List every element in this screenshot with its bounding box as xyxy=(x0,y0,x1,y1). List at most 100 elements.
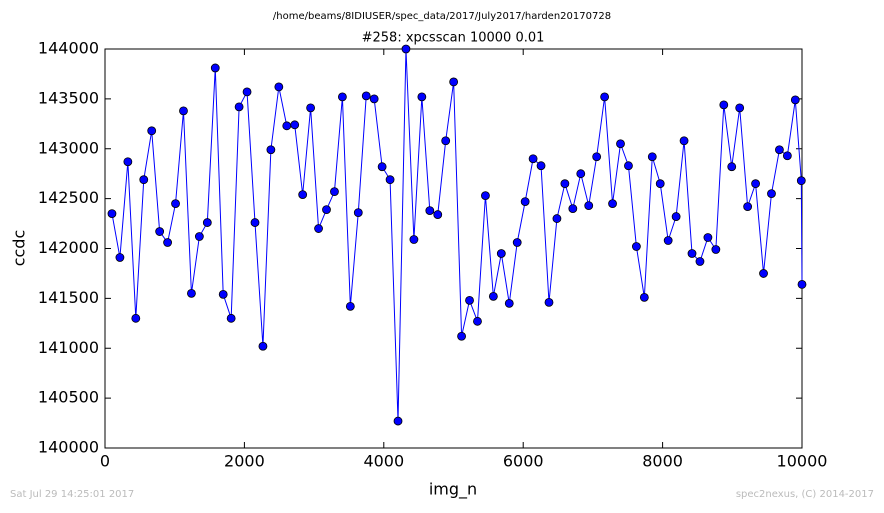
data-point xyxy=(782,151,792,161)
data-point xyxy=(306,103,316,113)
data-point xyxy=(353,208,363,217)
data-point xyxy=(496,249,506,258)
data-point xyxy=(512,238,522,247)
data-point xyxy=(488,291,498,301)
data-point xyxy=(218,289,228,299)
x-axis-label: img_n xyxy=(429,480,477,500)
data-point xyxy=(194,232,204,241)
data-point xyxy=(528,154,538,164)
x-tick-label: 8000 xyxy=(642,452,683,471)
data-point xyxy=(226,313,236,323)
data-point xyxy=(345,301,355,311)
data-point xyxy=(679,136,689,146)
y-tick-label: 142000 xyxy=(38,238,99,257)
data-point xyxy=(242,87,252,97)
data-point xyxy=(322,205,331,214)
x-tick-label: 2000 xyxy=(224,452,265,471)
data-point xyxy=(639,292,649,302)
data-point xyxy=(552,214,562,223)
data-point xyxy=(163,238,172,247)
data-point xyxy=(759,269,768,278)
data-point xyxy=(314,224,323,233)
y-tick-label: 143000 xyxy=(38,138,99,157)
data-point xyxy=(504,298,514,308)
data-point xyxy=(298,190,308,200)
y-tick-label: 142500 xyxy=(38,188,99,207)
data-point xyxy=(131,313,141,323)
data-point xyxy=(266,145,276,155)
chart-subtitle: #258: xpcsscan 10000 0.01 xyxy=(362,31,545,46)
data-point xyxy=(703,233,713,242)
data-point xyxy=(695,257,705,266)
data-point xyxy=(584,201,594,211)
data-point xyxy=(250,218,260,227)
footer-right: spec2nexus, (C) 2014-2017 xyxy=(736,489,874,500)
data-point xyxy=(393,416,403,426)
y-tick-label: 143500 xyxy=(38,88,99,107)
data-point xyxy=(751,179,760,189)
data-point xyxy=(258,341,268,351)
data-point xyxy=(115,253,125,262)
chart-title: /home/beams/8IDIUSER/spec_data/2017/July… xyxy=(273,11,611,22)
data-point xyxy=(616,139,625,149)
x-tick-label: 4000 xyxy=(363,452,404,471)
data-point xyxy=(592,152,602,162)
data-point xyxy=(377,162,387,172)
y-tick-label: 141000 xyxy=(38,338,99,357)
x-tick-label: 10000 xyxy=(777,452,828,471)
data-point xyxy=(735,103,745,113)
y-tick-label: 140500 xyxy=(38,388,99,407)
data-point xyxy=(179,106,188,116)
x-tick-label: 6000 xyxy=(503,452,544,471)
data-point xyxy=(385,175,395,185)
data-point xyxy=(123,157,133,167)
data-point xyxy=(290,120,300,130)
y-tick-label: 141500 xyxy=(38,288,99,307)
footer-left: Sat Jul 29 14:25:01 2017 xyxy=(10,489,134,500)
data-point xyxy=(401,44,411,54)
data-point xyxy=(767,189,776,199)
y-tick-label: 144000 xyxy=(38,39,99,58)
data-point xyxy=(274,82,284,92)
series-line xyxy=(111,48,803,422)
y-axis-label: ccdc xyxy=(10,230,29,267)
data-point xyxy=(743,202,753,212)
data-point xyxy=(727,162,737,172)
data-point xyxy=(139,175,149,185)
data-point xyxy=(330,187,339,197)
plot-frame xyxy=(104,48,803,449)
data-point xyxy=(568,204,578,214)
data-point xyxy=(631,242,641,251)
data-point xyxy=(449,77,459,87)
data-point xyxy=(337,92,347,102)
data-point xyxy=(624,161,633,171)
data-point xyxy=(425,206,435,215)
data-point xyxy=(544,297,554,307)
data-point xyxy=(187,288,196,298)
data-point xyxy=(465,295,474,305)
data-point xyxy=(155,227,165,236)
data-point xyxy=(608,199,617,209)
data-point xyxy=(417,92,427,102)
data-point xyxy=(481,191,490,201)
data-point xyxy=(171,199,180,209)
data-point xyxy=(647,152,657,162)
data-point xyxy=(202,218,212,227)
data-point xyxy=(409,235,419,244)
data-point xyxy=(147,126,157,136)
data-point xyxy=(719,100,729,110)
data-point xyxy=(369,94,379,104)
data-point xyxy=(441,136,451,146)
data-point xyxy=(457,331,466,341)
data-point xyxy=(600,92,610,102)
data-point xyxy=(797,280,807,289)
data-point xyxy=(473,316,482,326)
data-point xyxy=(536,161,546,171)
data-point xyxy=(655,179,665,189)
data-point xyxy=(663,236,673,245)
data-point xyxy=(790,95,800,105)
data-point xyxy=(576,169,586,179)
data-point xyxy=(234,102,244,112)
data-point xyxy=(687,249,697,258)
